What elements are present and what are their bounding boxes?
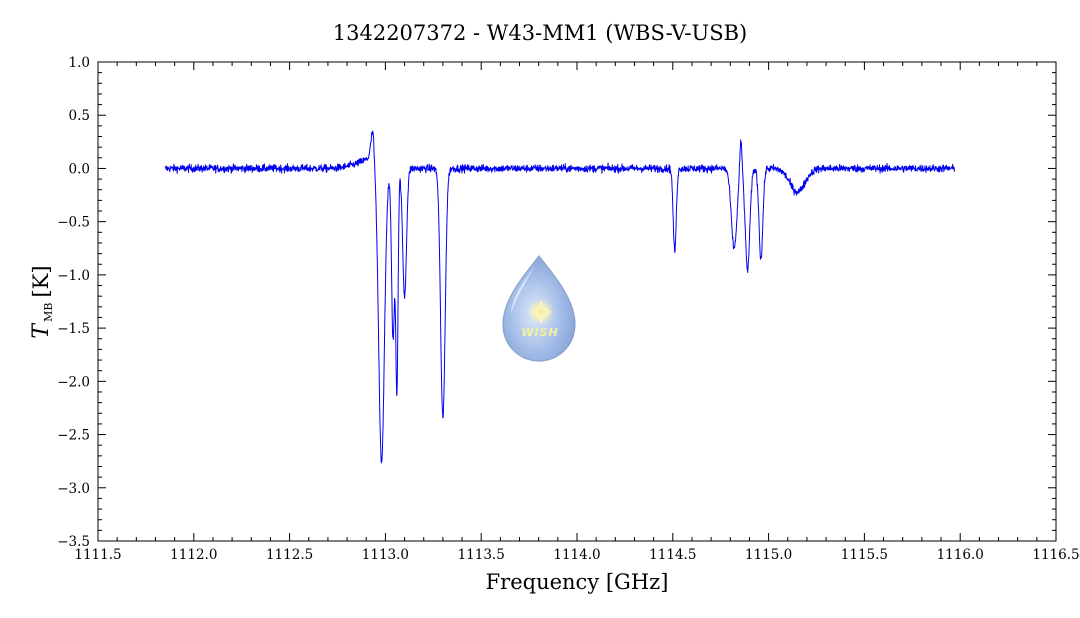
plot-frame — [97, 61, 1057, 542]
y-tick-label: −2.5 — [57, 428, 90, 444]
x-tick-label: 1114.5 — [649, 547, 696, 563]
spectrum-series-line — [164, 130, 955, 464]
x-tick-label: 1116.5 — [1032, 547, 1079, 563]
x-tick-label: 1113.5 — [458, 547, 505, 563]
y-axis-label: TMB [K] — [29, 265, 55, 338]
y-tick-label: 0.0 — [69, 161, 90, 177]
x-tick-label: 1114.0 — [553, 547, 600, 563]
chart-title: 1342207372 - W43-MM1 (WBS-V-USB) — [333, 21, 747, 45]
svg-text:TMB[K]: TMB [K] — [29, 265, 55, 338]
y-tick-label: −1.0 — [57, 268, 90, 284]
y-tick-label: −1.5 — [57, 321, 90, 337]
y-axis-tick-labels: 1.0 0.5 0.0 −0.5 −1.0 −1.5 −2.0 −2.5 −3.0 −3.5 — [57, 55, 90, 550]
y-tick-label: 1.0 — [69, 55, 90, 71]
x-tick-label: 1111.5 — [74, 547, 121, 563]
x-axis-label: Frequency [GHz] — [486, 570, 669, 594]
y-tick-label: −0.5 — [57, 215, 90, 231]
y-axis-label-symbol: T — [29, 322, 54, 339]
y-axis-label-unit: [K] — [29, 265, 53, 297]
y-tick-label: −3.5 — [57, 534, 90, 550]
x-tick-label: 1113.0 — [362, 547, 409, 563]
x-tick-label: 1112.0 — [170, 547, 217, 563]
x-tick-label: 1112.5 — [266, 547, 313, 563]
x-tick-label: 1116.0 — [937, 547, 984, 563]
y-tick-label: −2.0 — [57, 374, 90, 390]
wish-logo-text: WISH — [521, 326, 558, 339]
y-tick-label: −3.0 — [57, 481, 90, 497]
x-axis-ticks — [97, 62, 1057, 541]
wish-logo: WISH — [502, 255, 576, 362]
y-axis-ticks — [98, 61, 1056, 542]
x-tick-label: 1115.0 — [745, 547, 792, 563]
y-tick-label: 0.5 — [69, 108, 90, 124]
x-axis-tick-labels: 1111.5 1112.0 1112.5 1113.0 1113.5 1114.0 1114… — [74, 547, 1079, 563]
y-axis-label-subscript: MB — [42, 303, 55, 322]
x-tick-label: 1115.5 — [841, 547, 888, 563]
